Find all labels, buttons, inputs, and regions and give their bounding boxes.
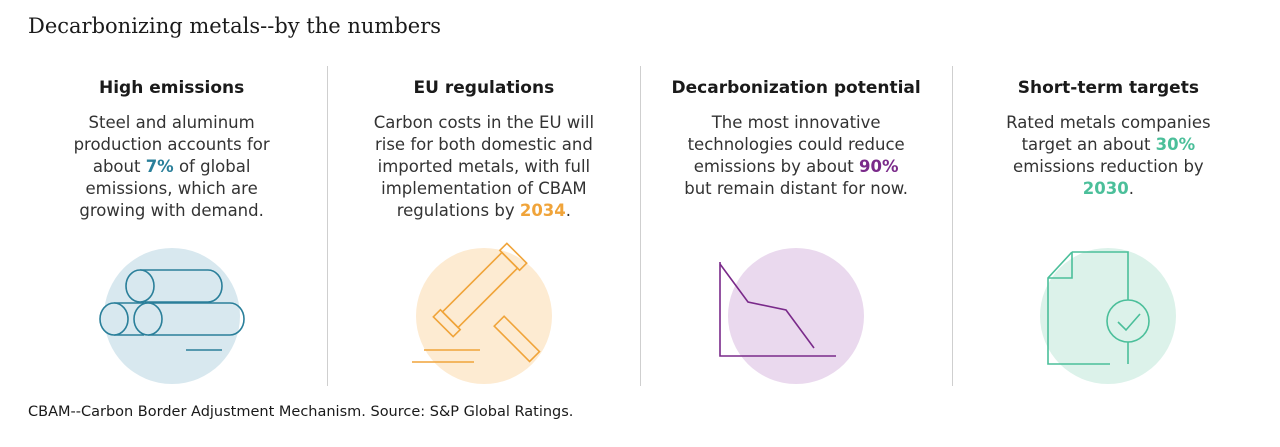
page-title: Decarbonizing metals--by the numbers — [28, 14, 442, 38]
highlight-value: 30% — [1155, 135, 1196, 154]
panels: High emissions Steel and aluminum produc… — [16, 66, 1264, 386]
panel-text-part: of global emissions, which are growing w… — [79, 157, 264, 220]
panel-text: Rated metals companies target an about 3… — [993, 112, 1223, 200]
panel-heading: High emissions — [98, 78, 245, 98]
panel-text-part: Carbon costs in the EU will rise for bot… — [373, 113, 595, 220]
panel-heading: Short-term targets — [1017, 78, 1199, 98]
panel-decarbonization-potential: Decarbonization potential The most innov… — [639, 66, 952, 386]
gavel-icon — [411, 242, 552, 384]
panel-text-part: Rated metals companies target an about — [1006, 113, 1211, 154]
declining-line-chart-icon — [719, 248, 865, 384]
footnote: CBAM--Carbon Border Adjustment Mechanism… — [28, 404, 574, 420]
highlight-value: 2030 — [1082, 179, 1129, 198]
panel-text-part: emissions reduction by — [1013, 157, 1204, 176]
highlight-value: 7% — [145, 157, 174, 176]
panel-text-part: Steel and aluminum production accounts f… — [73, 113, 270, 176]
panel-high-emissions: High emissions Steel and aluminum produc… — [16, 66, 327, 386]
document-checkmark-icon — [1040, 248, 1177, 384]
panel-text-part: . — [565, 201, 572, 220]
panel-text: Steel and aluminum production accounts f… — [57, 112, 287, 222]
highlight-value: 90% — [859, 157, 899, 176]
panel-text: The most innovative technologies could r… — [681, 112, 911, 200]
panel-text-part: . — [1128, 179, 1134, 198]
panel-eu-regulations: EU regulations Carbon costs in the EU wi… — [327, 66, 639, 386]
panel-text-part: The most innovative technologies could r… — [687, 113, 905, 176]
metal-pipes-icon — [98, 248, 245, 384]
highlight-value: 2034 — [519, 201, 566, 220]
panel-heading: EU regulations — [413, 78, 555, 98]
panel-heading: Decarbonization potential — [671, 78, 921, 98]
panel-text: Carbon costs in the EU will rise for bot… — [369, 112, 599, 222]
panel-short-term-targets: Short-term targets Rated metals companie… — [951, 66, 1264, 386]
panel-text-part: but remain distant for now. — [684, 179, 909, 198]
